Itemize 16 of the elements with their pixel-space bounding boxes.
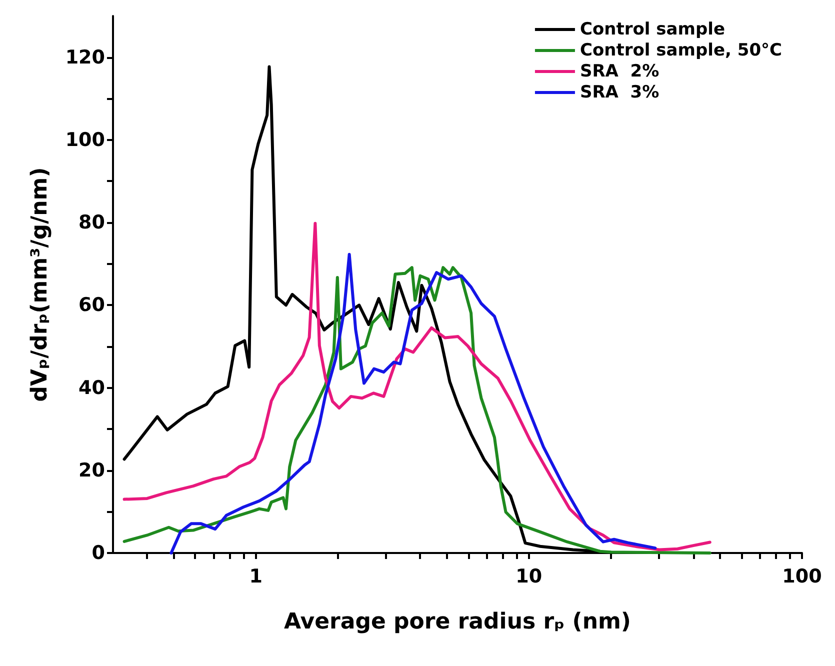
y-tick-label: 120 xyxy=(65,46,105,68)
y-tick-label: 40 xyxy=(78,376,105,399)
legend-label: SRA 3% xyxy=(580,82,660,102)
y-tick-label: 20 xyxy=(78,459,105,482)
legend-label: Control sample xyxy=(580,20,725,40)
y-tick-label: 60 xyxy=(78,294,105,316)
y-tick-label: 100 xyxy=(65,128,105,151)
x-tick-label: 100 xyxy=(782,566,822,588)
y-tick-label: 0 xyxy=(92,542,105,564)
legend-label: SRA 2% xyxy=(580,62,660,82)
x-tick-label: 1 xyxy=(249,566,262,588)
legend-label: Control sample, 50°C xyxy=(580,40,782,60)
y-tick-label: 80 xyxy=(78,212,105,234)
x-tick-label: 10 xyxy=(516,566,542,588)
y-axis-title: dVₚ/drₚ(mm³/g/nm) xyxy=(28,167,52,402)
x-axis-title: Average pore radius rₚ (nm) xyxy=(284,610,631,634)
